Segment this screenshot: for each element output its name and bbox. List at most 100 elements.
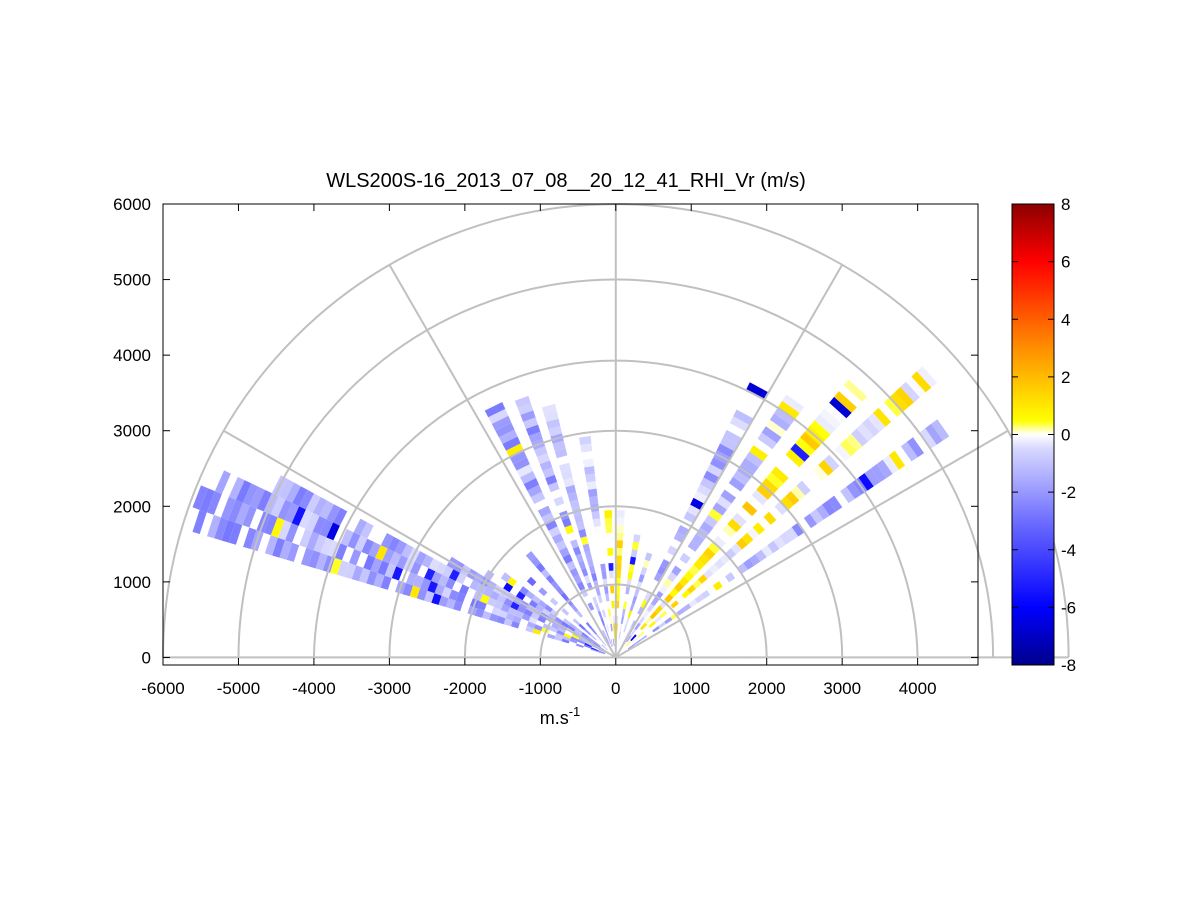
data-cell [617, 510, 625, 518]
data-cell [591, 572, 598, 582]
data-cell [773, 536, 786, 549]
data-cell [605, 525, 613, 534]
data-cell [528, 616, 538, 625]
x-tick-label: -2000 [443, 679, 486, 698]
colorbar-ticks: 8 6 4 2 0 -2 -4 -6 -8 [1012, 195, 1076, 675]
data-cell [306, 531, 320, 551]
data-cell [434, 583, 445, 596]
data-cell [563, 477, 575, 488]
data-cell [502, 436, 521, 451]
data-cell [555, 632, 564, 639]
data-cell [513, 457, 530, 471]
data-cell [652, 626, 660, 633]
y-tick-label: 0 [142, 648, 151, 667]
data-cell [616, 532, 624, 541]
y-tick-label: 4000 [113, 346, 151, 365]
data-cell [570, 636, 579, 642]
data-cell [643, 592, 652, 602]
data-cell [514, 395, 531, 408]
data-cell [249, 486, 265, 509]
data-cell [595, 633, 602, 641]
data-cell [525, 625, 534, 633]
data-cell [489, 590, 500, 601]
data-cell [692, 579, 702, 589]
data-cell [834, 391, 857, 413]
data-cell [514, 610, 524, 619]
data-cell [552, 533, 564, 544]
data-cell [703, 470, 720, 484]
data-cell [340, 528, 354, 547]
data-cell [607, 547, 614, 556]
data-cell [380, 575, 392, 590]
data-cell [409, 585, 421, 599]
data-cell [630, 634, 637, 642]
data-cell [676, 608, 685, 616]
data-cell [537, 453, 550, 465]
data-cell [545, 474, 558, 486]
data-cell [916, 366, 938, 388]
data-cell [785, 449, 805, 468]
data-cell [640, 622, 648, 631]
data-cell [601, 644, 608, 651]
data-cell [790, 485, 806, 501]
data-cell [578, 637, 586, 643]
data-cell [828, 495, 843, 512]
data-cell [228, 499, 243, 523]
data-cell [207, 514, 221, 539]
data-cell [646, 603, 655, 613]
data-cell [889, 392, 909, 412]
data-cell [264, 535, 278, 556]
data-cell [741, 501, 758, 517]
data-cell [710, 457, 728, 471]
data-cell [242, 505, 257, 528]
data-cell [503, 618, 513, 627]
data-cell [618, 631, 621, 639]
data-cell [567, 492, 578, 502]
data-cell [616, 547, 623, 556]
data-cell [778, 400, 800, 419]
data-cell [272, 537, 285, 558]
data-cell [659, 599, 669, 609]
data-cell [669, 588, 679, 598]
data-cell [625, 617, 630, 626]
data-cell [286, 542, 300, 562]
data-cell [843, 379, 868, 402]
data-cell [823, 454, 840, 471]
data-cell [766, 472, 784, 489]
data-cell [564, 524, 574, 535]
data-cell [431, 571, 443, 584]
data-cell [438, 595, 449, 607]
data-cell [620, 616, 625, 625]
data-cell [704, 514, 718, 528]
data-cell [578, 560, 586, 570]
data-cell [676, 595, 685, 604]
y-tick-label: 3000 [113, 422, 151, 441]
data-cell [627, 610, 633, 619]
data-cell [686, 504, 701, 517]
data-cell [644, 616, 653, 625]
data-cell [235, 480, 252, 503]
data-cell [623, 624, 628, 633]
data-cell [597, 595, 603, 604]
colorbar-tick-label: 8 [1061, 195, 1070, 214]
data-cell [525, 590, 535, 600]
data-cell [682, 603, 692, 612]
data-cell [525, 424, 541, 436]
data-cell [694, 594, 704, 604]
data-cell [455, 592, 466, 604]
data-cell [278, 478, 295, 500]
data-cell [720, 436, 739, 452]
data-cell [299, 489, 314, 510]
data-cell [607, 608, 612, 617]
data-cell [601, 571, 607, 580]
data-cell [510, 601, 520, 611]
colorbar [1011, 203, 1055, 666]
data-cell [681, 589, 691, 599]
y-tick-label: 5000 [113, 271, 151, 290]
data-cell [747, 527, 760, 540]
data-cell [548, 612, 557, 620]
data-cell [552, 440, 566, 451]
data-cell [576, 643, 584, 648]
data-cell [577, 639, 586, 645]
data-cell [779, 531, 792, 545]
